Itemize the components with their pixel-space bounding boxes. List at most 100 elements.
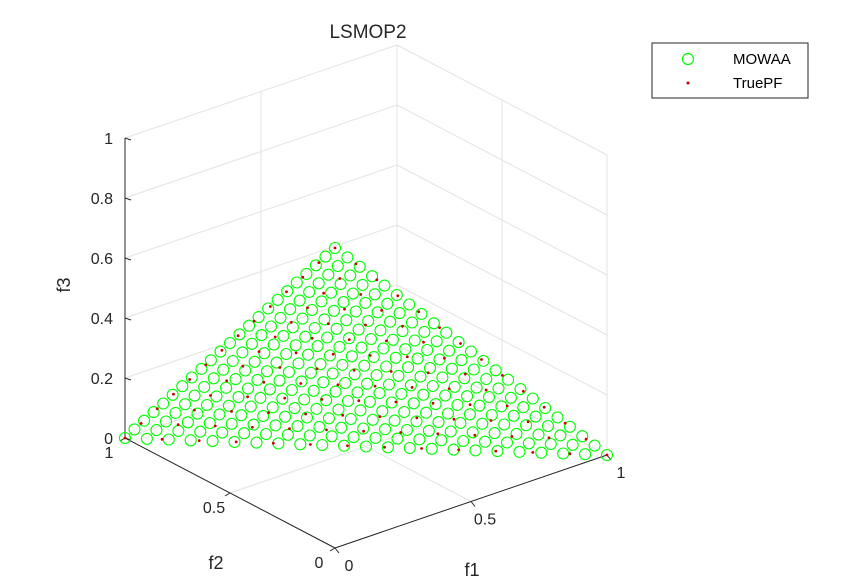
mowaa-point bbox=[361, 377, 374, 390]
mowaa-point bbox=[347, 431, 360, 444]
truepf-point bbox=[336, 383, 340, 387]
truepf-point bbox=[257, 350, 261, 353]
mowaa-point bbox=[277, 329, 290, 342]
mowaa-point bbox=[427, 317, 440, 330]
mowaa-point bbox=[445, 362, 458, 375]
mowaa-point bbox=[426, 379, 439, 393]
mowaa-point bbox=[464, 345, 478, 358]
truepf-point bbox=[299, 382, 303, 385]
truepf-point bbox=[172, 392, 175, 396]
mowaa-point bbox=[281, 285, 294, 298]
mowaa-point bbox=[281, 428, 294, 441]
truepf-point bbox=[234, 440, 238, 444]
mowaa-point bbox=[257, 409, 270, 423]
mowaa-point bbox=[267, 338, 280, 351]
mowaa-point bbox=[500, 436, 514, 449]
mowaa-point bbox=[220, 381, 233, 394]
mowaa-point bbox=[368, 288, 381, 301]
truepf-point bbox=[401, 324, 404, 328]
mowaa-point bbox=[258, 347, 271, 360]
mowaa-point bbox=[370, 369, 383, 382]
mowaa-point bbox=[579, 448, 592, 461]
truepf-point bbox=[209, 394, 212, 397]
mowaa-point bbox=[425, 442, 438, 455]
mowaa-point bbox=[159, 415, 173, 428]
mowaa-point bbox=[181, 416, 194, 429]
chart-title: LSMOP2 bbox=[329, 22, 406, 43]
mowaa-point bbox=[336, 358, 349, 371]
truepf-point bbox=[317, 261, 321, 264]
mowaa-point bbox=[557, 447, 570, 460]
mowaa-point bbox=[467, 363, 480, 376]
mowaa-point bbox=[517, 401, 530, 414]
z-tick-label: 0 bbox=[104, 431, 113, 448]
truepf-point bbox=[426, 371, 430, 375]
mowaa-point bbox=[470, 381, 483, 394]
mowaa-point bbox=[206, 435, 219, 448]
truepf-point bbox=[343, 307, 346, 311]
mowaa-point bbox=[266, 401, 279, 414]
mowaa-point bbox=[389, 351, 402, 364]
mowaa-point bbox=[316, 438, 329, 452]
mowaa-point bbox=[349, 305, 362, 318]
mowaa-point bbox=[344, 269, 357, 282]
mowaa-point bbox=[238, 427, 251, 440]
mowaa-point bbox=[455, 354, 468, 367]
truepf-point bbox=[288, 427, 291, 430]
mowaa-point bbox=[364, 332, 378, 346]
mowaa-point bbox=[451, 398, 464, 411]
mowaa-point bbox=[318, 313, 331, 326]
mowaa-point bbox=[400, 423, 414, 437]
mowaa-point bbox=[418, 325, 431, 338]
mowaa-point bbox=[291, 420, 304, 433]
mowaa-point bbox=[504, 391, 517, 404]
grid-lines bbox=[124, 44, 608, 549]
z-tick-label: 0.4 bbox=[91, 311, 113, 328]
mowaa-point bbox=[492, 382, 505, 395]
mowaa-point bbox=[502, 373, 515, 386]
mowaa-point bbox=[319, 250, 332, 263]
mowaa-point bbox=[388, 414, 401, 427]
mowaa-point bbox=[433, 353, 446, 366]
mowaa-point bbox=[243, 319, 256, 332]
mowaa-point bbox=[329, 385, 342, 398]
mowaa-point bbox=[302, 348, 315, 361]
mowaa-point bbox=[513, 445, 526, 458]
mowaa-point bbox=[244, 400, 257, 413]
mowaa-point bbox=[333, 340, 346, 353]
mowaa-point bbox=[147, 406, 160, 419]
mowaa-point bbox=[407, 397, 420, 410]
mowaa-point bbox=[314, 358, 327, 371]
mowaa-point bbox=[554, 429, 567, 442]
mowaa-point bbox=[441, 407, 455, 420]
mowaa-point bbox=[261, 365, 274, 378]
mowaa-point bbox=[457, 434, 470, 448]
mowaa-point bbox=[335, 421, 348, 434]
mowaa-point bbox=[337, 296, 350, 309]
mowaa-point bbox=[358, 359, 371, 372]
mowaa-point bbox=[353, 260, 366, 273]
mowaa-point bbox=[348, 368, 361, 381]
mowaa-point bbox=[284, 303, 297, 316]
mowaa-point bbox=[340, 314, 353, 327]
mowaa-point bbox=[402, 361, 415, 374]
truepf-point bbox=[399, 431, 403, 434]
mowaa-point bbox=[403, 298, 416, 311]
truepf-point bbox=[269, 305, 272, 308]
truepf-point bbox=[484, 388, 488, 392]
mowaa-point bbox=[185, 371, 198, 384]
mowaa-point bbox=[498, 418, 511, 431]
truepf-point bbox=[489, 419, 493, 422]
mowaa-point bbox=[236, 346, 249, 359]
x-tick-label: 1 bbox=[617, 465, 626, 482]
mowaa-point bbox=[366, 270, 379, 283]
mowaa-point bbox=[315, 295, 328, 308]
truepf-point bbox=[457, 448, 461, 452]
z-tick-label: 0.8 bbox=[91, 191, 113, 208]
mowaa-point bbox=[469, 444, 482, 457]
mowaa-point bbox=[223, 336, 237, 350]
truepf-point bbox=[294, 351, 298, 355]
mowaa-point bbox=[346, 287, 360, 300]
mowaa-point bbox=[247, 418, 260, 431]
y-tick-mark bbox=[329, 547, 336, 552]
